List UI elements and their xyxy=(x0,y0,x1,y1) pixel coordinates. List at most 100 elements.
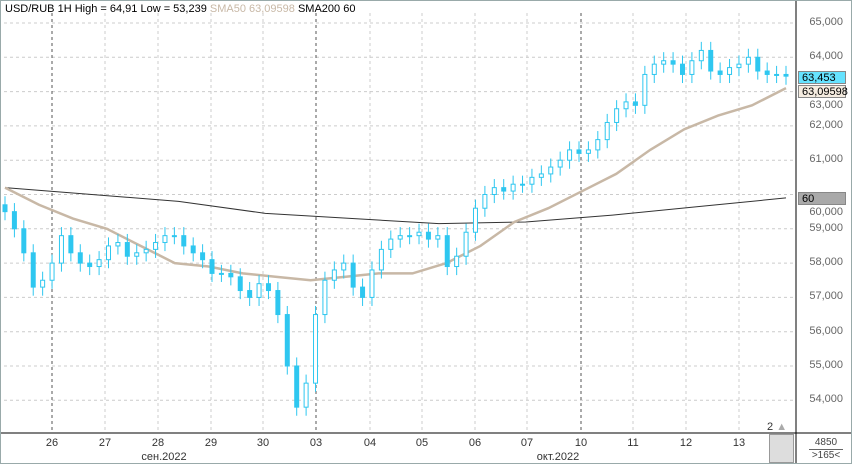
candle-body xyxy=(369,269,375,298)
candle-body xyxy=(153,242,159,250)
candle-body xyxy=(228,272,234,278)
candle-body xyxy=(40,279,46,288)
triangle-up-icon[interactable]: ▲ xyxy=(776,421,788,433)
sma200-tag: 60 xyxy=(798,192,846,205)
candle-body xyxy=(774,73,780,76)
candle-body xyxy=(407,235,413,238)
x-tick-label: 29 xyxy=(204,437,218,449)
candle-body xyxy=(482,194,488,209)
candle-body xyxy=(567,149,573,161)
chart-title: USD/RUB 1H High = 64,91 Low = 53,239 SMA… xyxy=(5,3,355,15)
candle-body xyxy=(388,238,394,250)
x-tick-label: 04 xyxy=(363,437,377,449)
y-tick-label: 54,000 xyxy=(809,393,843,406)
candle-body xyxy=(256,283,262,298)
timeframe: 1H xyxy=(57,3,72,15)
y-tick-label: 60,000 xyxy=(809,206,843,218)
plot-area xyxy=(4,13,796,433)
candle-body xyxy=(463,231,469,257)
y-tick-label: 58,000 xyxy=(809,256,843,269)
candle-body xyxy=(237,276,243,292)
candle-body xyxy=(708,49,714,72)
candle-body xyxy=(134,252,140,257)
month-label: окт.2022 xyxy=(536,451,580,463)
candle-body xyxy=(764,70,770,75)
candle-body xyxy=(341,262,347,271)
candle-body xyxy=(623,101,629,110)
candle-body xyxy=(595,139,601,151)
candle-body xyxy=(736,63,742,69)
zoom-level[interactable]: >165< xyxy=(811,450,841,461)
y-tick-label: 61,000 xyxy=(809,153,843,166)
candle-body xyxy=(30,252,36,288)
x-tick-label: 28 xyxy=(151,437,165,449)
candle-body xyxy=(218,272,224,275)
candle-body xyxy=(670,60,676,65)
candle-body xyxy=(115,242,121,247)
candle-body xyxy=(124,242,130,257)
candle-body xyxy=(745,56,751,65)
y-tick-label: 65,000 xyxy=(809,16,843,28)
candle-body xyxy=(96,259,102,268)
candle-body xyxy=(378,248,384,271)
x-tick-label: 27 xyxy=(98,437,112,449)
candle-body xyxy=(632,101,638,106)
y-tick-label: 55,000 xyxy=(809,359,843,371)
candle-body xyxy=(265,283,271,292)
candle-body xyxy=(510,183,516,192)
candle-body xyxy=(58,235,64,264)
candle-body xyxy=(303,382,309,408)
candle-body xyxy=(529,176,535,185)
candle-body xyxy=(247,290,253,298)
candle-body xyxy=(162,235,168,244)
candle-body xyxy=(200,252,206,261)
bar-count: 4850 xyxy=(809,437,843,450)
candle-body xyxy=(2,204,8,213)
candle-body xyxy=(548,166,554,175)
candle-body xyxy=(557,159,563,168)
candle-body xyxy=(661,60,667,65)
candle-body xyxy=(284,314,290,367)
candle-body xyxy=(444,235,450,268)
candle-body xyxy=(397,235,403,240)
candle-body xyxy=(106,245,112,261)
page-indicator[interactable]: 2 ▲ xyxy=(767,422,787,433)
candle-body xyxy=(501,187,507,192)
candle-body xyxy=(68,235,74,254)
candle-body xyxy=(49,262,55,281)
candle-body xyxy=(21,228,27,254)
candle-body xyxy=(77,252,83,264)
candle-body xyxy=(604,121,610,141)
sma200-label: SMA200 60 xyxy=(297,3,356,15)
y-tick-label: 57,000 xyxy=(809,290,843,303)
sma50-label: SMA50 63,09598 xyxy=(209,3,295,15)
sma50-tag: 63,09598 xyxy=(798,85,848,98)
x-tick-label: 03 xyxy=(309,437,323,449)
candle-body xyxy=(143,248,149,254)
sma200-line xyxy=(4,187,787,225)
candle-body xyxy=(190,245,196,254)
candle-body xyxy=(11,211,17,230)
candle-body xyxy=(313,314,319,384)
candle-body xyxy=(171,235,177,238)
x-tick-label: 06 xyxy=(468,437,482,449)
candle-body xyxy=(491,187,497,195)
candle-body xyxy=(755,56,761,72)
y-tick-label: 56,000 xyxy=(809,324,843,337)
scroll-box[interactable] xyxy=(769,434,794,463)
y-tick-label: 62,000 xyxy=(809,118,843,131)
bid-price-tag: 63,453 xyxy=(798,71,846,84)
candle-body xyxy=(425,231,431,240)
x-tick-label: 05 xyxy=(415,437,429,449)
candle-body xyxy=(294,365,300,408)
x-tick-label: 30 xyxy=(256,437,270,449)
y-tick-label: 64,000 xyxy=(809,50,843,63)
candle-body xyxy=(209,259,215,274)
sma50-line xyxy=(4,87,787,282)
x-tick-label: 26 xyxy=(45,437,59,449)
candle-body xyxy=(181,235,187,247)
candle-body xyxy=(538,173,544,178)
candle-body xyxy=(783,73,789,77)
